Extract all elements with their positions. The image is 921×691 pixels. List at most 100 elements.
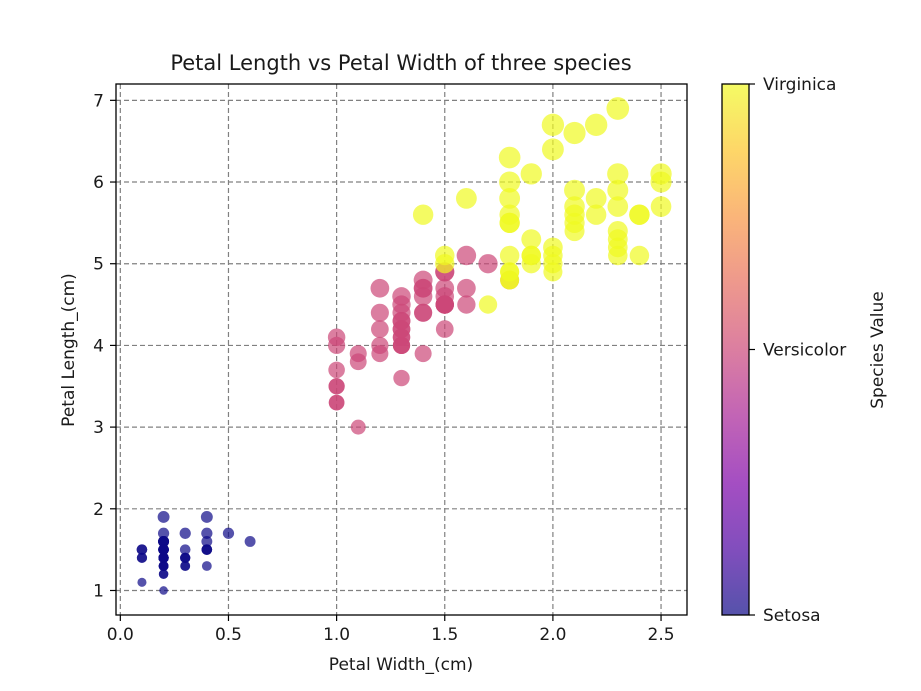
- data-points: [136, 97, 672, 595]
- data-point: [413, 287, 433, 306]
- x-tick-label: 2.5: [648, 625, 675, 645]
- data-point: [499, 212, 520, 233]
- data-point: [541, 113, 565, 137]
- data-point: [350, 419, 366, 435]
- series-versicolor: [327, 245, 520, 435]
- data-point: [201, 536, 213, 547]
- data-point: [521, 229, 542, 250]
- data-point: [370, 303, 389, 322]
- data-point: [543, 262, 563, 282]
- data-point: [435, 320, 454, 338]
- data-point: [455, 187, 477, 209]
- data-point: [328, 394, 345, 411]
- y-axis-label: Petal Length_(cm): [59, 273, 79, 427]
- data-point: [414, 303, 433, 322]
- data-point: [371, 320, 389, 338]
- data-point: [435, 245, 455, 266]
- data-point: [585, 204, 607, 225]
- data-point: [584, 113, 608, 137]
- data-point: [222, 527, 235, 539]
- colorbar: Setosa Versicolor Virginica Species Value: [721, 75, 888, 626]
- colorbar-tick-label: Versicolor: [763, 341, 846, 361]
- data-point: [349, 353, 367, 371]
- data-point: [157, 511, 170, 523]
- data-point: [541, 138, 564, 161]
- y-tick-label: 2: [93, 500, 104, 520]
- data-point: [136, 544, 148, 555]
- data-point: [520, 163, 542, 185]
- data-point: [370, 278, 390, 298]
- data-point: [456, 245, 477, 266]
- colorbar-tick-label: Virginica: [763, 75, 836, 95]
- colorbar-tick-label: Setosa: [763, 606, 821, 626]
- data-point: [629, 204, 650, 225]
- data-point: [158, 569, 169, 579]
- data-point: [499, 171, 521, 193]
- data-point: [180, 552, 191, 563]
- data-point: [136, 552, 148, 563]
- series-virginica: [412, 97, 672, 314]
- x-axis-label: Petal Width_(cm): [329, 655, 473, 675]
- data-point: [158, 536, 170, 547]
- data-point: [521, 254, 541, 274]
- data-point: [179, 527, 191, 539]
- data-point: [629, 245, 650, 266]
- data-point: [180, 561, 191, 571]
- data-point: [478, 295, 498, 314]
- data-point: [158, 552, 169, 563]
- data-point: [478, 254, 498, 274]
- data-point: [200, 511, 213, 523]
- y-axis-ticks: 1 2 3 4 5 6 7: [93, 91, 116, 601]
- chart-title: Petal Length vs Petal Width of three spe…: [170, 51, 631, 75]
- data-point: [412, 204, 434, 225]
- data-point: [607, 196, 629, 217]
- data-point: [457, 278, 476, 298]
- plot-frame: [115, 83, 688, 616]
- data-point: [158, 561, 169, 571]
- data-point: [607, 179, 629, 201]
- data-point: [159, 586, 168, 595]
- data-point: [201, 527, 213, 539]
- data-point: [457, 295, 476, 314]
- data-point: [564, 204, 585, 225]
- data-point: [327, 328, 346, 346]
- colorbar-gradient: [722, 84, 749, 615]
- series-setosa: [136, 511, 256, 595]
- data-point: [328, 378, 345, 395]
- data-point: [498, 146, 521, 169]
- data-point: [413, 270, 433, 290]
- data-point: [563, 121, 586, 145]
- data-point: [607, 163, 629, 185]
- x-axis-ticks: 0.0 0.5 1.0 1.5 2.0 2.5: [107, 615, 675, 645]
- y-tick-label: 5: [93, 255, 104, 275]
- data-point: [392, 328, 411, 346]
- data-point: [435, 278, 455, 298]
- data-point: [392, 311, 411, 330]
- y-tick-label: 4: [93, 336, 104, 356]
- data-point: [201, 544, 213, 555]
- data-point: [499, 187, 521, 209]
- data-point: [499, 245, 520, 266]
- x-tick-label: 1.0: [323, 625, 350, 645]
- y-tick-label: 3: [93, 418, 104, 438]
- data-point: [393, 369, 410, 387]
- data-point: [414, 345, 432, 363]
- y-tick-label: 1: [93, 581, 104, 601]
- colorbar-label: Species Value: [868, 291, 888, 409]
- data-point: [650, 196, 672, 217]
- data-point: [179, 544, 191, 555]
- y-tick-label: 7: [93, 91, 104, 111]
- data-point: [244, 536, 256, 547]
- y-tick-label: 6: [93, 173, 104, 193]
- data-point: [606, 97, 630, 120]
- data-point: [543, 237, 563, 258]
- data-point: [201, 561, 212, 571]
- x-tick-label: 1.5: [431, 625, 458, 645]
- data-point: [607, 221, 628, 242]
- colorbar-ticks: Setosa Versicolor Virginica: [749, 75, 846, 626]
- data-point: [435, 295, 454, 314]
- data-point: [564, 221, 585, 242]
- data-point: [585, 187, 607, 209]
- data-point: [137, 577, 147, 587]
